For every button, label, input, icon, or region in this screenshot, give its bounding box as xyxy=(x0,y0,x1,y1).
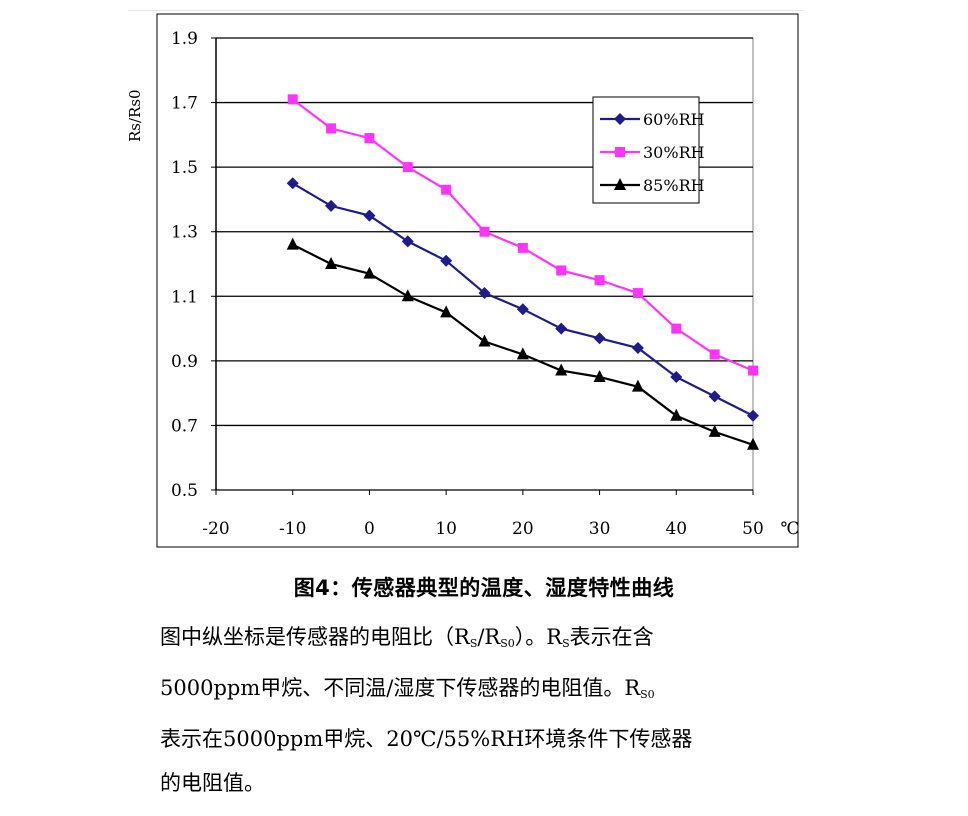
humidity-temperature-chart: Rs/Rs0 0.5 0.7 0.9 1.1 1.3 1.5 1.7 1.9 -20 -10 0 1… xyxy=(126,13,800,548)
data-point xyxy=(631,379,644,392)
data-point xyxy=(555,322,568,335)
data-point xyxy=(286,237,299,250)
top-divider xyxy=(128,10,803,11)
legend-marker xyxy=(615,147,625,157)
legend-label: 60%RH xyxy=(643,110,705,129)
data-point xyxy=(402,162,413,173)
y-tick-label: 1.7 xyxy=(171,94,198,114)
data-point xyxy=(747,437,759,450)
data-point xyxy=(556,265,567,276)
data-point xyxy=(286,177,299,190)
data-point xyxy=(748,365,758,376)
data-point xyxy=(364,133,375,144)
data-point xyxy=(363,209,376,222)
data-point xyxy=(708,390,721,403)
data-point xyxy=(555,363,568,376)
data-point xyxy=(516,347,529,360)
data-point xyxy=(670,371,683,383)
legend-marker xyxy=(614,113,626,125)
data-point xyxy=(709,349,720,360)
y-tick-label: 1.3 xyxy=(171,223,198,243)
chart-area-border xyxy=(156,13,799,548)
data-point xyxy=(325,257,338,269)
x-tick-label: -20 xyxy=(202,519,229,539)
data-point xyxy=(516,303,529,316)
legend-item: 85%RH xyxy=(600,176,705,195)
data-point xyxy=(593,332,606,345)
legend-item: 60%RH xyxy=(600,110,705,129)
data-point xyxy=(441,184,452,195)
description-line-3: 表示在5000ppm甲烷、20℃/55%RH环境条件下传感器 xyxy=(160,727,693,751)
data-point xyxy=(325,199,338,212)
x-tick-label: -10 xyxy=(279,519,306,539)
data-point xyxy=(632,288,643,299)
y-tick-label: 1.9 xyxy=(171,29,198,49)
y-tick-label: 1.1 xyxy=(171,287,198,307)
x-tick-label: 10 xyxy=(435,519,457,539)
data-point xyxy=(478,287,491,300)
data-point xyxy=(631,341,644,354)
x-tick-label: 0 xyxy=(364,519,375,539)
x-tick-label: 40 xyxy=(665,519,687,539)
figure-caption: 图4：传感器典型的温度、湿度特性曲线 xyxy=(293,576,675,600)
legend-marker xyxy=(614,178,626,190)
data-point xyxy=(479,226,490,237)
x-tick-label: 30 xyxy=(589,519,611,539)
series-30%RH xyxy=(287,94,758,376)
data-point xyxy=(517,242,528,253)
x-tick-label: 20 xyxy=(512,519,534,539)
data-point xyxy=(363,266,376,279)
data-point xyxy=(593,370,606,382)
legend: 60%RH 30%RH 85%RH xyxy=(592,96,705,204)
y-tick-labels: 0.5 0.7 0.9 1.1 1.3 1.5 1.7 1.9 xyxy=(171,29,198,501)
x-tick-label: 50 xyxy=(742,519,764,539)
data-point xyxy=(478,334,491,347)
data-point xyxy=(401,235,414,248)
description-line-4: 的电阻值。 xyxy=(160,771,265,795)
y-tick-label: 0.7 xyxy=(171,416,198,436)
legend-label: 85%RH xyxy=(643,176,705,195)
x-axis-unit: ℃ xyxy=(780,519,799,539)
data-point xyxy=(287,94,298,105)
description-paragraph: 图中纵坐标是传感器的电阻比（RS/RS0）。RS表示在含 5000ppm甲烷、不… xyxy=(160,615,800,805)
description-line-2: 5000ppm甲烷、不同温/湿度下传感器的电阻值。RS0 xyxy=(160,676,655,701)
data-point xyxy=(747,409,759,422)
y-axis-label: Rs/Rs0 xyxy=(126,89,144,142)
data-point xyxy=(671,323,682,334)
data-point xyxy=(440,254,453,267)
legend-item: 30%RH xyxy=(600,143,705,162)
series-85%RH xyxy=(286,237,759,450)
y-tick-label: 1.5 xyxy=(171,158,198,178)
data-point xyxy=(670,408,683,421)
y-tick-label: 0.9 xyxy=(171,352,198,372)
data-point xyxy=(401,289,414,302)
data-point xyxy=(326,123,337,134)
y-tick-label: 0.5 xyxy=(171,481,198,501)
series-60%RH xyxy=(286,177,759,422)
data-point xyxy=(440,305,453,318)
data-point xyxy=(708,424,721,437)
data-point xyxy=(594,275,605,286)
legend-label: 30%RH xyxy=(643,143,705,162)
description-line-1: 图中纵坐标是传感器的电阻比（RS/RS0）。RS表示在含 xyxy=(160,625,654,650)
x-tick-labels: -20 -10 0 10 20 30 40 50 ℃ xyxy=(202,519,799,539)
series-lines xyxy=(286,94,759,450)
